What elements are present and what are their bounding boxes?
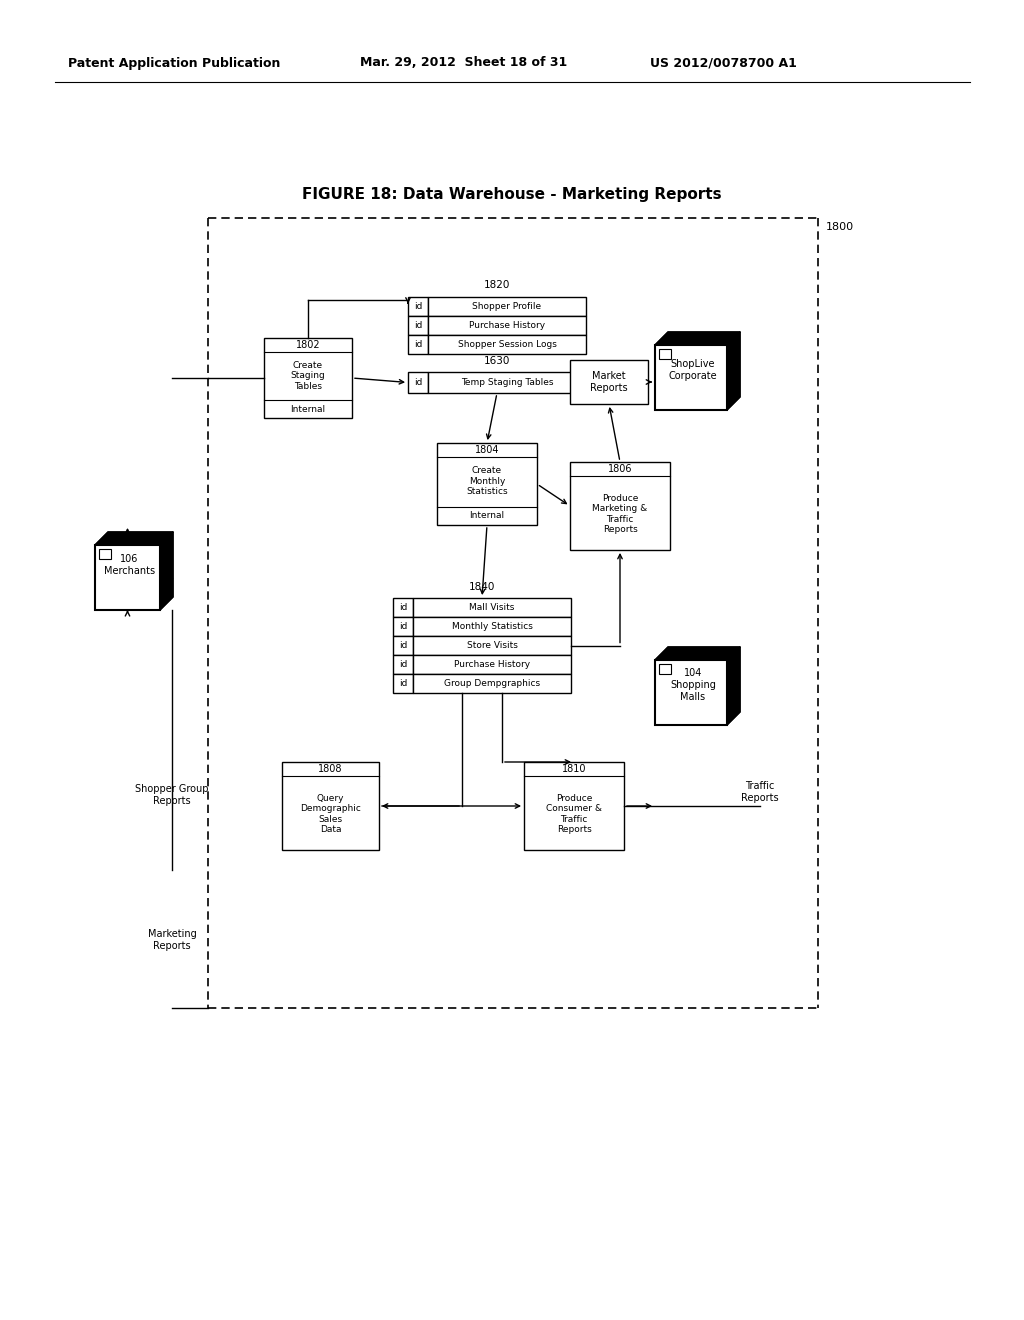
Bar <box>570 360 648 404</box>
Bar <box>95 545 160 610</box>
Text: 1804: 1804 <box>475 445 500 455</box>
Text: 1800: 1800 <box>826 222 854 232</box>
Text: Mall Visits: Mall Visits <box>469 603 515 612</box>
Bar <box>408 315 428 335</box>
Text: id: id <box>398 642 408 649</box>
Bar <box>659 664 671 675</box>
Bar <box>413 598 571 616</box>
Text: 1820: 1820 <box>483 280 510 290</box>
Text: US 2012/0078700 A1: US 2012/0078700 A1 <box>650 57 797 70</box>
Text: Monthly Statistics: Monthly Statistics <box>452 622 532 631</box>
Text: Create
Staging
Tables: Create Staging Tables <box>291 362 326 391</box>
Text: Internal: Internal <box>469 511 505 520</box>
Text: id: id <box>414 341 422 348</box>
Text: Produce
Consumer &
Traffic
Reports: Produce Consumer & Traffic Reports <box>546 793 602 834</box>
Text: Purchase History: Purchase History <box>454 660 530 669</box>
Bar <box>413 675 571 693</box>
Text: Mar. 29, 2012  Sheet 18 of 31: Mar. 29, 2012 Sheet 18 of 31 <box>360 57 567 70</box>
Bar <box>413 636 571 655</box>
Bar <box>413 616 571 636</box>
Text: Produce
Marketing &
Traffic
Reports: Produce Marketing & Traffic Reports <box>592 494 647 535</box>
Polygon shape <box>160 532 173 610</box>
Bar <box>428 297 586 315</box>
Bar <box>428 315 586 335</box>
Polygon shape <box>95 532 173 545</box>
Text: id: id <box>414 302 422 312</box>
Bar <box>655 660 727 725</box>
Bar <box>264 338 352 418</box>
Text: id: id <box>398 660 408 669</box>
Bar <box>99 549 111 558</box>
Polygon shape <box>655 647 740 660</box>
Text: Traffic
Reports: Traffic Reports <box>741 781 779 803</box>
Text: id: id <box>398 603 408 612</box>
Text: 1802: 1802 <box>296 341 321 350</box>
Text: Patent Application Publication: Patent Application Publication <box>68 57 281 70</box>
Bar <box>408 335 428 354</box>
Text: Internal: Internal <box>291 404 326 413</box>
Polygon shape <box>727 333 740 411</box>
Bar <box>393 675 413 693</box>
Text: Shopper Session Logs: Shopper Session Logs <box>458 341 556 348</box>
Polygon shape <box>655 333 740 345</box>
Bar <box>437 444 537 525</box>
Text: Store Visits: Store Visits <box>467 642 517 649</box>
Text: Market
Reports: Market Reports <box>590 371 628 393</box>
Text: ShopLive
Corporate: ShopLive Corporate <box>669 359 718 380</box>
Text: Temp Staging Tables: Temp Staging Tables <box>461 378 553 387</box>
Text: Query
Demographic
Sales
Data: Query Demographic Sales Data <box>300 793 360 834</box>
Text: 1806: 1806 <box>608 465 632 474</box>
Bar <box>413 655 571 675</box>
Bar <box>428 335 586 354</box>
Bar <box>659 348 671 359</box>
Polygon shape <box>727 647 740 725</box>
Text: 106
Merchants: 106 Merchants <box>104 554 155 576</box>
Text: Shopper Profile: Shopper Profile <box>472 302 542 312</box>
Text: 1810: 1810 <box>562 764 587 774</box>
Bar <box>408 297 428 315</box>
Bar <box>282 762 379 850</box>
Text: Marketing
Reports: Marketing Reports <box>147 929 197 950</box>
Bar <box>408 372 428 393</box>
Bar <box>393 616 413 636</box>
Text: Group Dempgraphics: Group Dempgraphics <box>444 678 540 688</box>
Text: 104
Shopping
Malls: 104 Shopping Malls <box>670 668 716 702</box>
Text: id: id <box>398 622 408 631</box>
Bar <box>655 345 727 411</box>
Text: 1808: 1808 <box>318 764 343 774</box>
Text: 1840: 1840 <box>469 582 496 591</box>
Text: id: id <box>414 378 422 387</box>
Bar <box>393 636 413 655</box>
Text: id: id <box>398 678 408 688</box>
Bar <box>570 462 670 550</box>
Text: Create
Monthly
Statistics: Create Monthly Statistics <box>466 466 508 496</box>
Text: FIGURE 18: Data Warehouse - Marketing Reports: FIGURE 18: Data Warehouse - Marketing Re… <box>302 187 722 202</box>
Bar <box>393 655 413 675</box>
Bar <box>393 598 413 616</box>
Bar <box>524 762 624 850</box>
Text: Shopper Group
Reports: Shopper Group Reports <box>135 784 209 805</box>
Text: 1630: 1630 <box>483 356 510 366</box>
Bar <box>428 372 586 393</box>
Text: id: id <box>414 321 422 330</box>
Text: Purchase History: Purchase History <box>469 321 545 330</box>
